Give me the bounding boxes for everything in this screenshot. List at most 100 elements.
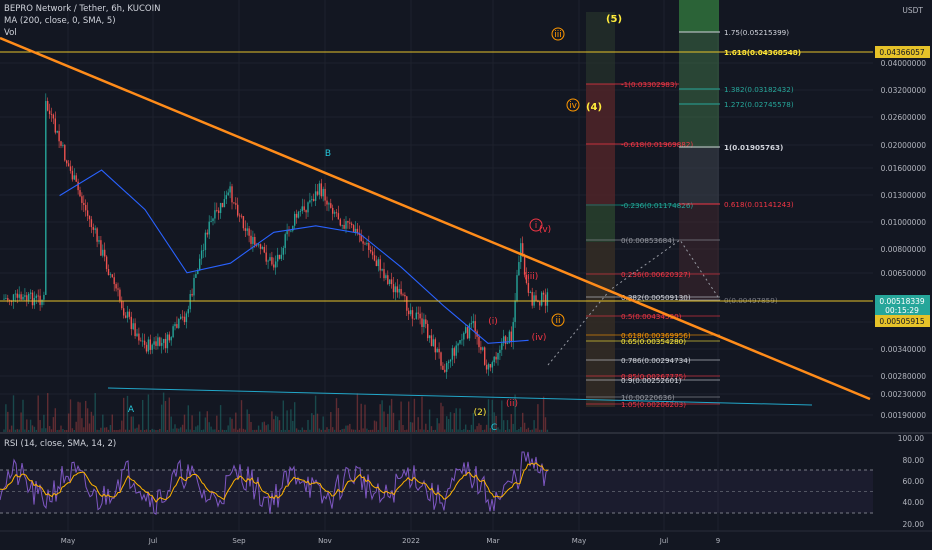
volume-bar [246, 409, 248, 433]
candle-body [252, 236, 254, 244]
volume-bar [164, 401, 167, 433]
candle-body [271, 257, 273, 265]
volume-bar [504, 429, 507, 433]
candle-body [512, 322, 514, 343]
candle-body [544, 294, 547, 306]
volume-bar [417, 417, 419, 433]
candle-body [263, 246, 265, 253]
volume-bar [187, 405, 189, 433]
volume-bar [370, 429, 372, 433]
candle-body [83, 202, 85, 205]
price-tick-6: 0.01000000 [881, 218, 927, 227]
volume-bar [284, 429, 286, 433]
candle-body [493, 356, 495, 363]
price-axis[interactable] [873, 0, 932, 550]
volume-bar [111, 414, 113, 433]
candle-body [77, 181, 79, 191]
vol-legend[interactable]: Vol [4, 28, 17, 38]
volume-bar [484, 429, 486, 433]
candle-body [419, 313, 421, 319]
candle-body [288, 230, 290, 232]
volume-bar [58, 429, 60, 433]
candle-body [371, 251, 374, 256]
candles [3, 93, 549, 379]
volume-bar [455, 408, 457, 433]
volume-bar [427, 429, 429, 433]
volume-bar [430, 426, 433, 433]
volume-bar [231, 418, 233, 433]
volume-bar [309, 429, 311, 433]
volume-bar [31, 425, 34, 433]
candle-body [368, 243, 370, 250]
candle-body [48, 110, 51, 115]
volume-bar [522, 412, 524, 433]
volume-bar [390, 398, 393, 433]
candle-body [88, 215, 91, 220]
candle-body [214, 210, 216, 219]
candle-body [60, 141, 62, 146]
volume-bar [392, 412, 395, 433]
wave-label-14: C [491, 423, 497, 433]
price-pane[interactable] [0, 0, 873, 433]
volume-bar [311, 413, 313, 433]
candle-body [518, 262, 520, 276]
volume-bar [314, 395, 317, 433]
candle-body [96, 228, 98, 242]
ma-200-line[interactable] [59, 169, 529, 344]
volume-bar [170, 416, 172, 433]
volume-bar [45, 428, 47, 433]
volume-bar [24, 429, 26, 433]
descending-trendline[interactable] [0, 36, 871, 401]
candle-body [379, 259, 381, 271]
rsi-legend[interactable]: RSI (14, close, SMA, 14, 2) [4, 439, 116, 449]
candle-body [542, 292, 545, 295]
volume-bar [472, 412, 474, 433]
price-tick-0: 0.04000000 [881, 59, 927, 68]
fib-ret-label-7: 0.85(0.00267775) [621, 372, 686, 381]
volume-bar [474, 429, 476, 433]
candle-body [202, 249, 205, 251]
volume-bar [208, 422, 210, 433]
candle-body [324, 188, 326, 201]
rsi-pane[interactable]: RSI (14, close, SMA, 14, 2) [0, 439, 873, 515]
rsi-line[interactable] [0, 451, 549, 515]
candle-body [223, 199, 226, 208]
volume-bar [379, 404, 381, 433]
rsi-tick-2: 60.00 [903, 477, 925, 486]
candle-body [413, 318, 416, 320]
volume-bar [328, 429, 330, 433]
support-trendline[interactable] [107, 387, 813, 406]
volume-bar [295, 428, 298, 433]
volume-bar [227, 425, 229, 433]
volume-bar [20, 412, 22, 433]
rsi-signal-line[interactable] [0, 462, 549, 503]
fib-tgt-label-2: 1.382(0.03182432) [724, 85, 794, 94]
candle-body [341, 224, 343, 226]
candle-body [303, 206, 305, 211]
candle-body [66, 160, 68, 164]
symbol-title[interactable]: BEPRO Network / Tether, 6h, KUCOIN [4, 4, 160, 14]
volume-bar [345, 425, 347, 433]
volume-bar [332, 427, 334, 433]
ma-legend[interactable]: MA (200, close, 0, SMA, 5) [4, 16, 116, 26]
candle-body [313, 199, 315, 201]
candle-body [438, 348, 440, 353]
volume-bar [544, 417, 547, 433]
time-axis[interactable]: May Jul Sep Nov 2022 Mar May Jul 9 [61, 537, 720, 545]
candle-body [520, 243, 522, 263]
candle-body [453, 348, 455, 356]
rsi-tick-0: 100.00 [898, 434, 924, 443]
candle-body [90, 219, 93, 228]
candle-body [94, 228, 96, 230]
candle-body [487, 364, 490, 370]
price-badges: 0.04366057 0.00518339 00:15:29 0.0050591… [875, 46, 930, 327]
candle-body [434, 339, 436, 353]
volume-bar [449, 412, 452, 433]
volume-bar [299, 430, 302, 433]
volume-bar [238, 428, 241, 433]
volume-bar [381, 400, 383, 433]
candle-body [474, 321, 476, 332]
candle-body [430, 335, 433, 346]
candle-body [425, 319, 427, 324]
